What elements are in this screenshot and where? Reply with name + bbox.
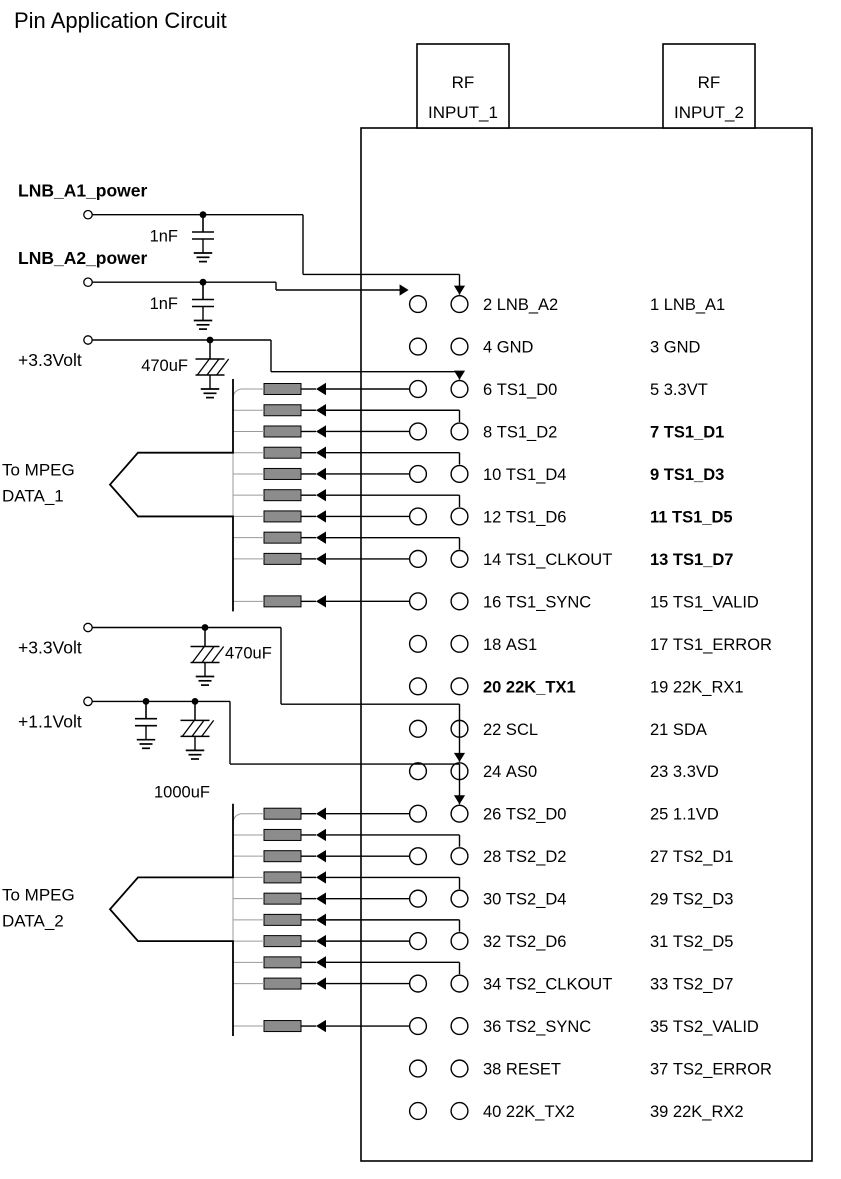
svg-text:38 RESET: 38 RESET	[483, 1061, 561, 1079]
svg-text:7 TS1_D1: 7 TS1_D1	[650, 423, 724, 441]
svg-text:15 TS1_VALID: 15 TS1_VALID	[650, 593, 759, 611]
svg-text:33 TS2_D7: 33 TS2_D7	[650, 976, 733, 994]
svg-text:40 22K_TX2: 40 22K_TX2	[483, 1103, 575, 1121]
svg-text:17 TS1_ERROR: 17 TS1_ERROR	[650, 636, 772, 654]
svg-text:2 LNB_A2: 2 LNB_A2	[483, 296, 558, 314]
svg-text:31 TS2_D5: 31 TS2_D5	[650, 933, 733, 951]
svg-text:25 1.1VD: 25 1.1VD	[650, 806, 719, 824]
svg-text:LNB_A2_power: LNB_A2_power	[18, 248, 148, 268]
svg-text:18 AS1: 18 AS1	[483, 636, 537, 654]
svg-text:19 22K_RX1: 19 22K_RX1	[650, 678, 744, 696]
svg-text:39 22K_RX2: 39 22K_RX2	[650, 1103, 744, 1121]
svg-text:36 TS2_SYNC: 36 TS2_SYNC	[483, 1018, 591, 1036]
svg-text:37 TS2_ERROR: 37 TS2_ERROR	[650, 1061, 772, 1079]
svg-text:+3.3Volt: +3.3Volt	[18, 638, 82, 658]
svg-text:28 TS2_D2: 28 TS2_D2	[483, 848, 566, 866]
svg-text:RF: RF	[698, 73, 721, 92]
svg-text:35 TS2_VALID: 35 TS2_VALID	[650, 1018, 759, 1036]
svg-text:1000uF: 1000uF	[154, 783, 210, 801]
svg-text:10 TS1_D4: 10 TS1_D4	[483, 466, 566, 484]
svg-text:470uF: 470uF	[141, 357, 188, 375]
svg-text:32 TS2_D6: 32 TS2_D6	[483, 933, 566, 951]
svg-text:DATA_1: DATA_1	[2, 487, 64, 506]
svg-text:1nF: 1nF	[150, 295, 178, 313]
svg-text:26 TS2_D0: 26 TS2_D0	[483, 806, 566, 824]
svg-text:11 TS1_D5: 11 TS1_D5	[650, 508, 733, 526]
svg-text:RF: RF	[452, 73, 475, 92]
svg-text:13 TS1_D7: 13 TS1_D7	[650, 551, 733, 569]
svg-text:6 TS1_D0: 6 TS1_D0	[483, 381, 557, 399]
svg-text:16 TS1_SYNC: 16 TS1_SYNC	[483, 593, 591, 611]
svg-text:21 SDA: 21 SDA	[650, 721, 707, 739]
svg-text:27 TS2_D1: 27 TS2_D1	[650, 848, 733, 866]
svg-text:1 LNB_A1: 1 LNB_A1	[650, 296, 725, 314]
svg-text:+3.3Volt: +3.3Volt	[18, 350, 82, 370]
svg-text:4 GND: 4 GND	[483, 339, 534, 357]
svg-text:To MPEG: To MPEG	[2, 885, 75, 904]
svg-text:3 GND: 3 GND	[650, 339, 701, 357]
svg-text:9 TS1_D3: 9 TS1_D3	[650, 466, 724, 484]
svg-text:To MPEG: To MPEG	[2, 461, 75, 480]
svg-text:24 AS0: 24 AS0	[483, 763, 537, 781]
svg-text:LNB_A1_power: LNB_A1_power	[18, 181, 148, 201]
svg-text:+1.1Volt: +1.1Volt	[18, 711, 82, 731]
svg-text:20 22K_TX1: 20 22K_TX1	[483, 678, 576, 696]
svg-text:30 TS2_D4: 30 TS2_D4	[483, 891, 566, 909]
svg-text:5 3.3VT: 5 3.3VT	[650, 381, 708, 399]
svg-text:1nF: 1nF	[150, 228, 178, 246]
svg-text:22 SCL: 22 SCL	[483, 721, 538, 739]
svg-text:34 TS2_CLKOUT: 34 TS2_CLKOUT	[483, 976, 612, 994]
svg-text:DATA_2: DATA_2	[2, 911, 64, 930]
svg-text:8 TS1_D2: 8 TS1_D2	[483, 423, 557, 441]
svg-text:29 TS2_D3: 29 TS2_D3	[650, 891, 733, 909]
svg-text:12 TS1_D6: 12 TS1_D6	[483, 508, 566, 526]
svg-text:14 TS1_CLKOUT: 14 TS1_CLKOUT	[483, 551, 612, 569]
svg-text:470uF: 470uF	[225, 645, 272, 663]
svg-text:INPUT_1: INPUT_1	[428, 103, 498, 122]
svg-text:23 3.3VD: 23 3.3VD	[650, 763, 719, 781]
svg-text:INPUT_2: INPUT_2	[674, 103, 744, 122]
